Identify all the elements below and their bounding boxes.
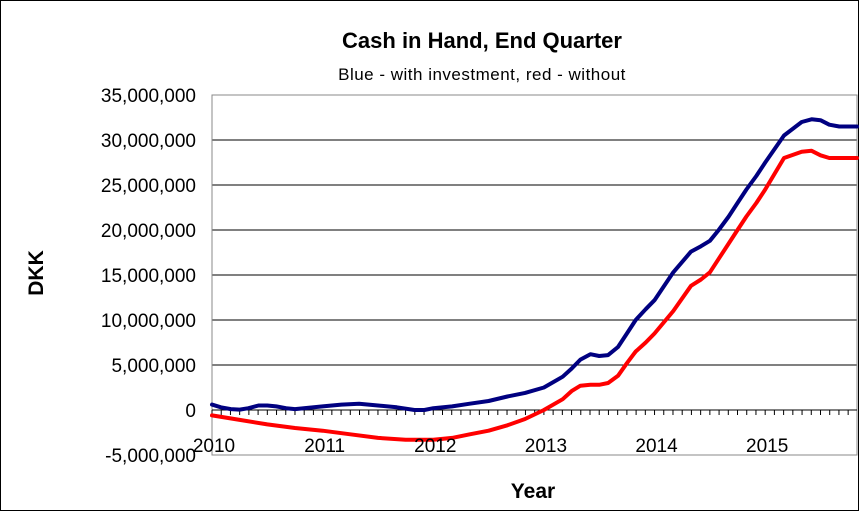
chart-title: Cash in Hand, End Quarter	[342, 28, 622, 53]
x-axis-tick-labels: 2010 2011 2012 2013 2014 2015	[193, 436, 788, 457]
y-tick-label: 0	[185, 401, 196, 422]
y-tick-label: 35,000,000	[101, 86, 196, 107]
series-lines	[210, 117, 859, 442]
x-tick-label: 2012	[414, 436, 456, 457]
y-tick-label: 15,000,000	[101, 266, 196, 287]
chart-subtitle: Blue - with investment, red - without	[338, 65, 626, 84]
series-line-0	[210, 117, 859, 412]
y-axis-tick-labels: 35,000,000 30,000,000 25,000,000 20,000,000…	[101, 86, 196, 467]
y-tick-label: 30,000,000	[101, 131, 196, 152]
gridlines	[212, 139, 857, 366]
x-tick-label: 2011	[304, 436, 345, 457]
y-tick-label: 25,000,000	[101, 176, 196, 197]
plot-area	[211, 94, 858, 456]
x-tick-label: 2010	[193, 436, 235, 457]
series-line-1	[210, 148, 859, 442]
x-tick-label: 2015	[746, 436, 788, 457]
y-axis-title: DKK	[25, 250, 48, 296]
y-tick-label: -5,000,000	[105, 446, 196, 467]
x-axis-title: Year	[511, 480, 555, 503]
x-tick-label: 2014	[635, 436, 678, 457]
y-tick-label: 10,000,000	[101, 311, 196, 332]
y-tick-label: 20,000,000	[101, 221, 196, 242]
x-axis-line	[211, 409, 857, 415]
y-tick-label: 5,000,000	[111, 356, 196, 377]
x-tick-label: 2013	[525, 436, 567, 457]
